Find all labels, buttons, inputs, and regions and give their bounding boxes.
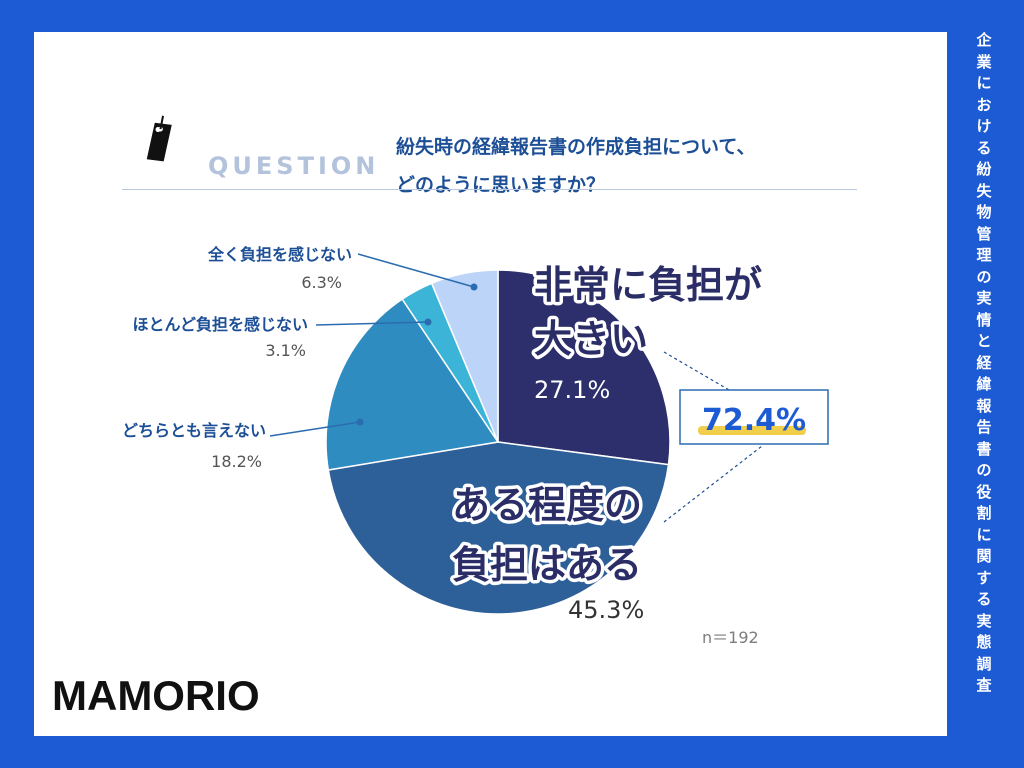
leader-dot: [356, 418, 364, 426]
price-tag-icon: [146, 115, 172, 162]
slice-label: どちらとも言えない: [122, 421, 266, 440]
question-line-2: どのように思いますか？: [396, 174, 606, 196]
side-title-char: に: [976, 525, 992, 544]
highlight-connector: [663, 445, 763, 523]
divider: [122, 189, 857, 190]
side-title-char: お: [976, 95, 992, 114]
side-title-char: け: [976, 117, 992, 135]
side-title-char: 理: [976, 246, 992, 264]
side-title: 企業における紛失物管理の実情と経緯報告書の役割に関する実態調査: [958, 30, 1010, 697]
side-title-char: 査: [976, 676, 992, 694]
side-title-char: す: [976, 568, 992, 587]
side-title-char: に: [976, 74, 992, 92]
leader-line: [357, 253, 475, 288]
pie-slice: [327, 441, 670, 615]
side-title-char: 割: [976, 504, 992, 522]
side-title-char: 紛: [976, 160, 992, 178]
side-title-char: 態: [976, 633, 992, 651]
side-title-char: 業: [976, 52, 992, 71]
leader-line: [269, 421, 361, 437]
sample-size-label: n＝192: [702, 628, 759, 647]
side-title-char: 情: [976, 310, 992, 329]
content-card: QUESTION 紛失時の経緯報告書の作成負担について、 どのように思いますか？…: [34, 32, 947, 736]
side-title-char: の: [976, 461, 992, 479]
slice-label: 非常に負担が: [534, 263, 762, 307]
slice-value-label: 3.1%: [265, 341, 306, 360]
question-line-1: 紛失時の経緯報告書の作成負担について、: [396, 136, 756, 158]
highlight-connector: [663, 351, 737, 395]
side-title-char: 実: [976, 611, 992, 630]
highlight-value: 72.4%: [702, 403, 806, 438]
question-text: 紛失時の経緯報告書の作成負担について、 どのように思いますか？: [396, 128, 755, 204]
side-title-char: 失: [976, 181, 992, 200]
slice-label: ある程度の: [452, 483, 642, 527]
slice-value-label: 45.3%: [568, 596, 644, 624]
slice-value-label: 18.2%: [211, 452, 262, 471]
side-title-char: る: [976, 138, 992, 157]
leader-line: [315, 321, 429, 326]
side-title-char: 書: [976, 439, 992, 458]
slice-label: ほとんど負担を感じない: [132, 315, 308, 334]
mamorio-logo: MAMORIO: [52, 672, 260, 719]
side-title-char: 緯: [976, 375, 992, 393]
side-title-char: 告: [976, 418, 992, 436]
side-title-char: 報: [976, 396, 992, 415]
question-label: QUESTION: [208, 152, 380, 180]
side-title-char: 経: [976, 353, 992, 372]
side-title-char: 調: [976, 654, 992, 673]
slice-label: 負担はある: [452, 543, 642, 587]
slice-value-label: 6.3%: [301, 273, 342, 292]
side-title-char: 関: [976, 547, 992, 565]
side-title-char: の: [976, 267, 992, 286]
side-title-char: る: [976, 590, 992, 608]
pie-slice: [497, 269, 671, 466]
pie-slice: [325, 298, 500, 471]
side-title-char: 実: [976, 289, 992, 307]
slice-label: 大きい: [534, 317, 648, 361]
highlight-underline: [698, 426, 806, 435]
side-title-char: と: [976, 332, 992, 350]
side-title-char: 役: [976, 482, 992, 501]
side-title-char: 管: [976, 224, 992, 243]
side-title-char: 企: [976, 31, 992, 49]
slice-label: 全く負担を感じない: [207, 245, 352, 264]
pie-slice: [430, 269, 499, 443]
slice-value-label: 27.1%: [534, 376, 610, 404]
side-title-char: 物: [976, 203, 992, 221]
leader-dot: [470, 283, 478, 291]
leader-dot: [424, 318, 432, 326]
